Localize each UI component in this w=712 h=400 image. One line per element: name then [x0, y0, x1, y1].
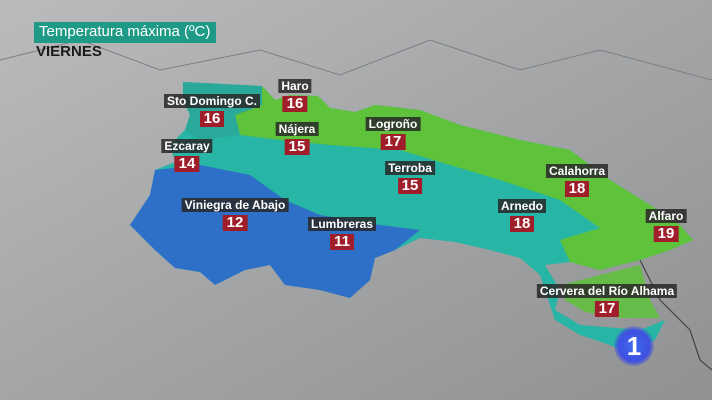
city-name: Sto Domingo C.: [164, 94, 260, 108]
city-name: Terroba: [385, 161, 435, 175]
city-marker-logrono: Logroño 17: [365, 115, 421, 150]
city-temp: 14: [174, 156, 200, 172]
map-title: Temperatura máxima (ºC): [34, 22, 217, 43]
city-marker-arnedo: Arnedo 18: [498, 197, 546, 232]
city-name: Ezcaray: [161, 139, 213, 153]
city-temp: 18: [564, 181, 590, 197]
city-marker-ezcaray: Ezcaray 14: [161, 137, 213, 172]
city-marker-cervera: Cervera del Río Alhama 17: [536, 282, 678, 317]
city-marker-alfaro: Alfaro 19: [645, 207, 687, 242]
city-marker-terroba: Terroba 15: [385, 159, 435, 194]
channel-logo: 1: [614, 326, 654, 366]
city-temp: 16: [282, 96, 308, 112]
city-temp: 15: [284, 139, 310, 155]
city-marker-lumbreras: Lumbreras 11: [307, 215, 377, 250]
city-name: Viniegra de Abajo: [181, 198, 289, 212]
city-name: Alfaro: [645, 209, 687, 223]
city-marker-najera: Nájera 15: [275, 120, 319, 155]
city-temp: 17: [380, 134, 406, 150]
city-name: Haro: [278, 79, 312, 93]
city-temp: 15: [397, 178, 423, 194]
city-marker-calahorra: Calahorra 18: [545, 162, 609, 197]
city-name: Logroño: [365, 117, 421, 131]
city-temp: 17: [594, 301, 620, 317]
city-name: Nájera: [275, 122, 319, 136]
city-marker-sto-domingo: Sto Domingo C. 16: [164, 92, 260, 127]
city-name: Cervera del Río Alhama: [536, 284, 678, 298]
city-name: Calahorra: [545, 164, 609, 178]
city-name: Arnedo: [498, 199, 546, 213]
city-temp: 18: [509, 216, 535, 232]
city-temp: 11: [330, 234, 354, 250]
city-temp: 16: [199, 111, 225, 127]
city-temp: 12: [222, 215, 248, 231]
region-zone-warm: [235, 86, 693, 270]
city-marker-viniegra: Viniegra de Abajo 12: [181, 196, 289, 231]
forecast-day: VIERNES: [36, 43, 102, 60]
city-marker-haro: Haro 16: [278, 77, 312, 112]
city-temp: 19: [653, 226, 679, 242]
border-line: [0, 39, 712, 81]
city-name: Lumbreras: [307, 217, 377, 231]
